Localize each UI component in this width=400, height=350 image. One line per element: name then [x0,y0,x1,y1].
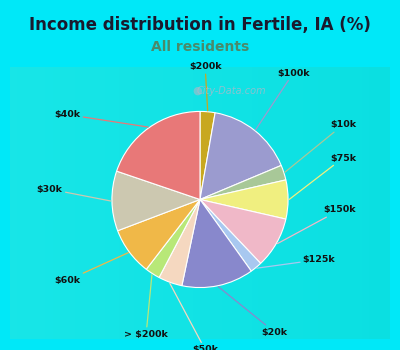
Wedge shape [200,113,281,200]
Wedge shape [200,111,215,199]
Text: $50k: $50k [170,284,218,350]
Text: $125k: $125k [257,255,336,268]
Text: $75k: $75k [289,154,356,200]
Text: $10k: $10k [285,120,356,172]
Wedge shape [200,199,286,263]
Wedge shape [117,111,200,199]
Text: $200k: $200k [189,62,222,111]
Wedge shape [159,199,200,286]
Text: $60k: $60k [54,253,128,285]
Wedge shape [200,166,286,199]
Wedge shape [112,171,200,231]
Text: Income distribution in Fertile, IA (%): Income distribution in Fertile, IA (%) [29,16,371,34]
Wedge shape [146,199,200,278]
Text: > $200k: > $200k [124,274,168,339]
Text: $100k: $100k [256,69,310,130]
Text: City-Data.com: City-Data.com [196,86,266,96]
Text: ●: ● [192,86,202,96]
Text: $150k: $150k [278,205,356,244]
Text: $20k: $20k [218,287,288,337]
Wedge shape [118,199,200,269]
Wedge shape [200,199,261,271]
Text: All residents: All residents [151,40,249,54]
Wedge shape [182,199,251,288]
Wedge shape [200,180,288,219]
Text: $40k: $40k [54,110,148,127]
Text: $30k: $30k [37,185,111,201]
